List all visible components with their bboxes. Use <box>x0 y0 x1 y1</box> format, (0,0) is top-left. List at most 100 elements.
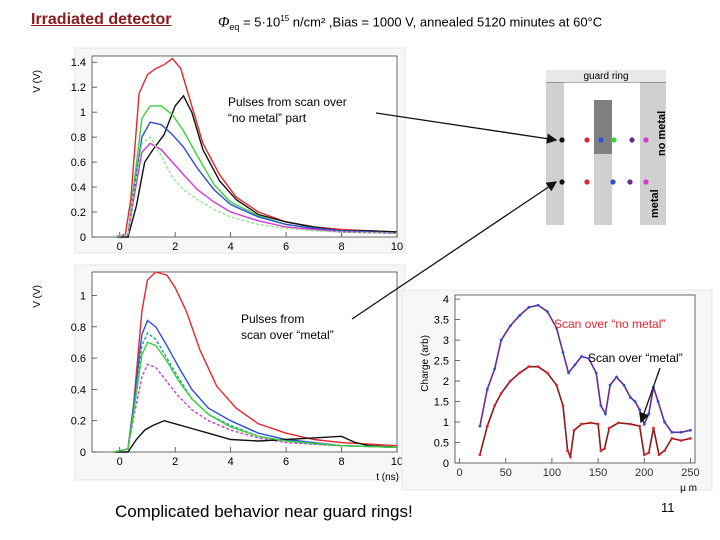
data-point <box>604 412 607 416</box>
scan-dot <box>610 179 616 185</box>
x-tick-label: 4 <box>228 241 234 253</box>
data-point <box>652 426 655 430</box>
guard-ring-bar <box>546 70 666 82</box>
data-point <box>642 422 646 426</box>
series-line-lightgreen <box>114 136 398 238</box>
series-line-magenta <box>114 142 398 238</box>
x-tick-label: 0 <box>457 467 463 479</box>
y-tick-label: 0.6 <box>71 157 86 169</box>
data-point <box>670 430 674 434</box>
data-point <box>656 400 660 403</box>
data-point <box>580 355 583 358</box>
x-tick-label: 150 <box>589 467 607 479</box>
x-tick-label: 2 <box>172 456 178 468</box>
data-point <box>679 439 683 442</box>
bottom-pulses-caption-1: Pulses from <box>241 312 304 326</box>
series-line-blue <box>114 121 398 238</box>
data-point <box>555 383 558 387</box>
x-axis-label: t (ns) <box>376 472 399 483</box>
scan-dot <box>598 137 604 143</box>
data-point <box>527 305 531 309</box>
data-point <box>670 437 674 440</box>
scan-dot <box>559 137 565 143</box>
data-point <box>587 357 591 360</box>
y-tick-label: 0.4 <box>71 384 86 396</box>
data-point <box>561 350 565 354</box>
subtitle-exponent: 15 <box>280 14 290 23</box>
scan-dot <box>559 179 565 185</box>
data-point <box>663 420 666 424</box>
data-point <box>508 379 512 383</box>
x-tick-label: 200 <box>635 467 653 479</box>
y-tick-label: 0.8 <box>71 132 86 144</box>
x-tick-label: 6 <box>283 456 289 468</box>
data-point <box>572 428 576 432</box>
data-point <box>679 430 683 434</box>
y-tick-label: 1 <box>80 290 86 302</box>
x-tick-label: 10 <box>391 241 403 253</box>
data-point <box>536 365 540 369</box>
data-point <box>607 426 611 430</box>
data-point <box>545 371 549 375</box>
series-line-green <box>114 341 398 453</box>
data-point <box>499 391 503 395</box>
scan-dot <box>611 137 617 143</box>
data-point <box>478 424 482 428</box>
y-tick-label: 0 <box>80 232 86 244</box>
data-point <box>493 367 497 371</box>
x-tick-label: 250 <box>681 467 699 479</box>
data-point <box>596 422 600 426</box>
y-tick-label: 1.5 <box>434 397 449 409</box>
series-line-purple <box>479 304 691 434</box>
data-point <box>518 314 522 317</box>
scan-dot <box>584 137 590 143</box>
data-point <box>567 371 570 375</box>
phi-symbol: Φ <box>218 14 230 31</box>
data-point <box>642 453 646 457</box>
slide-footer: Complicated behavior near guard rings! <box>115 502 413 521</box>
diagram-no-metal-region <box>594 100 612 154</box>
arrow-top-to-dots <box>375 112 558 144</box>
data-point <box>603 447 606 451</box>
x-tick-label: 50 <box>500 467 512 479</box>
y-tick-label: 1 <box>80 107 86 119</box>
x-tick-label: 0 <box>117 241 123 253</box>
guard-ring-diagram <box>546 70 666 225</box>
y-tick-label: 2.5 <box>434 356 449 368</box>
y-tick-label: 0.8 <box>71 322 86 334</box>
data-point <box>663 449 666 453</box>
top-pulses-chart <box>74 47 406 254</box>
data-point <box>536 303 540 307</box>
data-point <box>493 404 497 408</box>
data-point <box>545 309 549 313</box>
y-tick-label: 1.2 <box>71 82 86 94</box>
scan-no-metal-caption: Scan over “no metal” <box>554 317 665 331</box>
y-axis-label: V (V) <box>32 70 43 93</box>
y-tick-label: 0.5 <box>434 438 449 450</box>
data-point <box>688 428 692 432</box>
diagram-strip-3 <box>640 82 666 225</box>
series-line-magenta <box>114 363 398 453</box>
y-tick-label: 1.4 <box>71 57 86 69</box>
x-tick-label: 8 <box>338 241 344 253</box>
y-tick-label: 3 <box>443 335 449 347</box>
x-tick-label: 0 <box>117 456 123 468</box>
data-point <box>657 453 661 457</box>
data-point <box>647 412 651 416</box>
scan-dot <box>627 179 633 185</box>
data-point <box>599 449 603 453</box>
data-point <box>638 408 642 412</box>
scan-dot <box>643 137 649 143</box>
scan-dot <box>643 179 649 185</box>
scan-metal-caption: Scan over “metal” <box>588 351 683 365</box>
x-tick-label: 2 <box>172 241 178 253</box>
slide-title: Irradiated detector <box>31 11 172 28</box>
series-line-black <box>114 94 398 238</box>
data-point <box>608 383 612 387</box>
x-tick-label: 6 <box>283 241 289 253</box>
y-tick-label: 0 <box>80 447 86 459</box>
data-point <box>518 371 522 375</box>
bottom-pulses-caption-2: scan over “metal” <box>241 328 334 342</box>
data-point <box>589 421 593 425</box>
data-point <box>555 326 558 330</box>
